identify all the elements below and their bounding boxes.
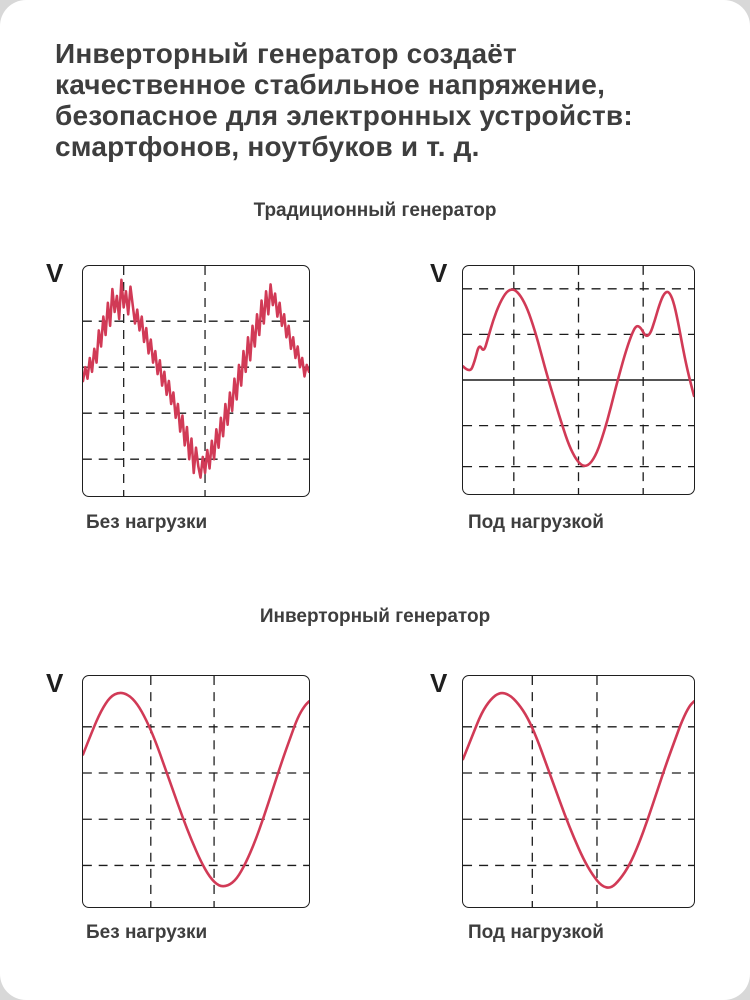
voltage-axis-label: V <box>430 258 448 288</box>
waveform-plot <box>463 676 694 907</box>
waveform-plot <box>83 266 309 496</box>
voltage-axis-label: V <box>430 668 448 698</box>
oscilloscope-panel-traditional-under-load <box>462 265 695 495</box>
voltage-axis-label: V <box>46 258 64 288</box>
panel-caption: Под нагрузкой <box>468 512 604 533</box>
waveform-plot <box>463 266 694 494</box>
title-line: смартфонов, ноутбуков и т. д. <box>55 131 480 162</box>
title-line: Инверторный генератор создаёт <box>55 38 517 69</box>
voltage-axis-label: V <box>46 668 64 698</box>
title-line: качественное стабильное напряжение, <box>55 69 606 100</box>
waveform-plot <box>83 676 309 907</box>
panel-caption: Без нагрузки <box>86 512 208 533</box>
page-title: Инверторный генератор создаёт качественн… <box>55 38 715 162</box>
section-heading-traditional-generator: Традиционный генератор <box>253 200 497 221</box>
oscilloscope-panel-inverter-no-load <box>82 675 310 908</box>
oscilloscope-panel-traditional-no-load <box>82 265 310 497</box>
panel-caption: Без нагрузки <box>86 922 208 943</box>
section-heading-inverter-generator: Инверторный генератор <box>259 606 491 627</box>
panel-caption: Под нагрузкой <box>468 922 604 943</box>
oscilloscope-panel-inverter-under-load <box>462 675 695 908</box>
title-line: безопасное для электронных устройств: <box>55 100 633 131</box>
